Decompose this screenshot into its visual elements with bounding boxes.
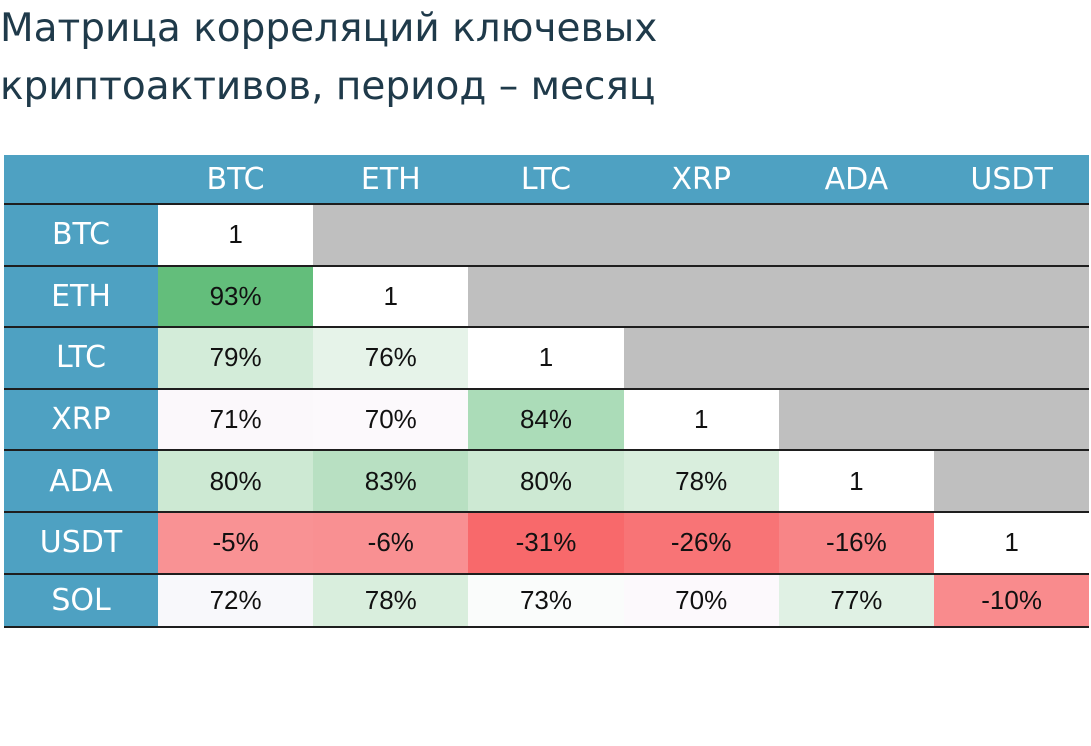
row-divider	[4, 511, 1089, 513]
masked-cell	[934, 266, 1090, 327]
row-header-ada: ADA	[4, 451, 158, 511]
correlation-matrix: BTC ETH LTC XRP ADA USDT BTC 1 ETH 93% 1 LTC 79% 76% 1…	[4, 155, 1090, 628]
heatmap-cell: 80%	[468, 451, 624, 511]
heatmap-cell: 80%	[158, 451, 314, 511]
heatmap-cell: -5%	[158, 513, 314, 573]
masked-cell	[778, 266, 934, 327]
row-divider	[4, 449, 1089, 452]
column-header-ada: ADA	[778, 155, 934, 203]
row-header-eth: ETH	[4, 266, 158, 327]
heatmap-cell: 76%	[313, 328, 469, 388]
row-divider	[4, 264, 1089, 267]
heatmap-cell: 70%	[313, 389, 469, 450]
chart-title-line-1: Матрица корреляций ключевых	[0, 6, 658, 51]
masked-cell	[934, 205, 1090, 265]
heatmap-cell: 73%	[468, 574, 624, 626]
heatmap-cell: 1	[313, 266, 469, 327]
heatmap-cell: 77%	[778, 574, 934, 626]
row-header-xrp: XRP	[4, 389, 158, 450]
chart-title-line-2: криптоактивов, период – месяц	[0, 64, 656, 109]
heatmap-cell: 1	[623, 389, 779, 450]
column-header-ltc: LTC	[468, 155, 624, 203]
masked-cell	[778, 389, 934, 450]
row-divider	[4, 625, 1089, 628]
row-divider	[4, 572, 1089, 575]
column-header-usdt: USDT	[934, 155, 1090, 203]
heatmap-cell: 1	[934, 513, 1090, 573]
masked-cell	[623, 266, 779, 327]
column-header-btc: BTC	[158, 155, 314, 203]
heatmap-cell: 78%	[623, 451, 779, 511]
heatmap-cell: 1	[778, 451, 934, 511]
heatmap-cell: 70%	[623, 574, 779, 626]
masked-cell	[778, 328, 934, 388]
heatmap-cell: 71%	[158, 389, 314, 450]
column-header-xrp: XRP	[623, 155, 779, 203]
row-divider	[4, 387, 1089, 390]
heatmap-cell: 1	[468, 328, 624, 388]
heatmap-cell: -6%	[313, 513, 469, 573]
heatmap-cell: -10%	[934, 574, 1090, 626]
masked-cell	[468, 266, 624, 327]
row-divider	[4, 203, 1089, 205]
row-header-usdt: USDT	[4, 513, 158, 573]
masked-cell	[934, 389, 1090, 450]
heatmap-cell: 72%	[158, 574, 314, 626]
heatmap-cell: 1	[158, 205, 314, 265]
heatmap-cell: -31%	[468, 513, 624, 573]
heatmap-cell: -26%	[623, 513, 779, 573]
masked-cell	[934, 451, 1090, 511]
column-header-eth: ETH	[313, 155, 469, 203]
masked-cell	[313, 205, 469, 265]
heatmap-cell: 93%	[158, 266, 314, 327]
masked-cell	[623, 328, 779, 388]
heatmap-cell: 83%	[313, 451, 469, 511]
row-header-btc: BTC	[4, 205, 158, 265]
chart-title: Матрица корреляций ключевых криптоактиво…	[0, 0, 1000, 116]
heatmap-cell: 78%	[313, 574, 469, 626]
header-corner	[4, 155, 158, 203]
row-header-ltc: LTC	[4, 328, 158, 388]
heatmap-cell: -16%	[778, 513, 934, 573]
masked-cell	[623, 205, 779, 265]
masked-cell	[934, 328, 1090, 388]
heatmap-cell: 79%	[158, 328, 314, 388]
heatmap-cell: 84%	[468, 389, 624, 450]
masked-cell	[778, 205, 934, 265]
row-divider	[4, 326, 1089, 329]
row-header-sol: SOL	[4, 574, 158, 626]
masked-cell	[468, 205, 624, 265]
